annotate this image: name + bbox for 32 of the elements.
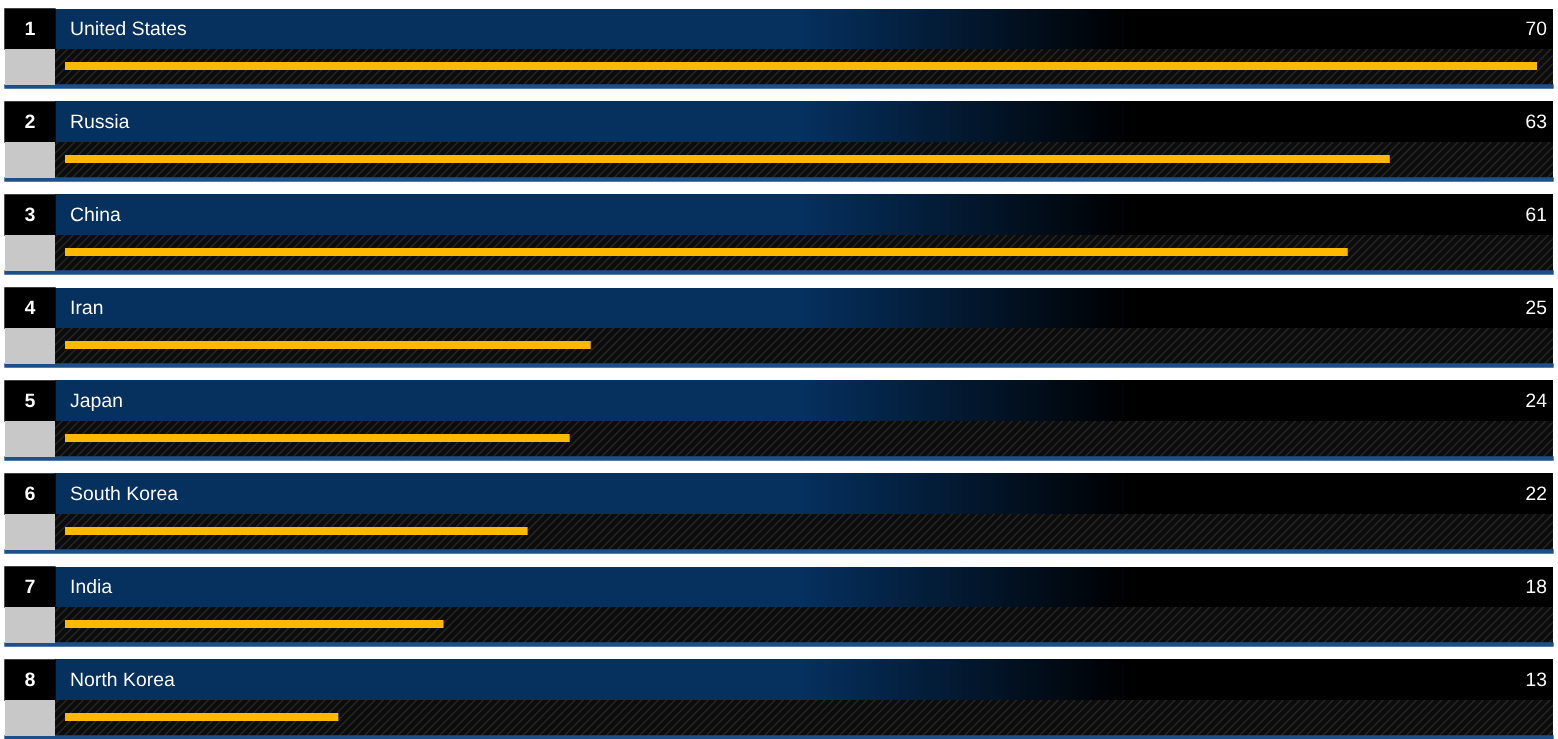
data-label: 18 [1526, 579, 1547, 594]
bar [65, 434, 570, 442]
text: 5 [25, 393, 35, 408]
bar [65, 62, 1537, 70]
data-label: 25 [1526, 300, 1547, 315]
text: 1 [25, 21, 35, 36]
y-tick-label: India [71, 578, 113, 594]
text: 2 [25, 114, 35, 129]
bar [65, 527, 528, 535]
y-tick-label: South Korea [70, 485, 179, 501]
text: 8 [25, 672, 35, 687]
y-tick-label: North Korea [71, 671, 175, 687]
data-label: 61 [1526, 207, 1547, 222]
bar [65, 620, 444, 628]
bar [65, 155, 1390, 163]
data-label: 63 [1526, 114, 1547, 129]
y-tick-label: Iran [71, 300, 103, 315]
text: 7 [25, 579, 35, 594]
data-label: 24 [1526, 393, 1547, 408]
bar [65, 248, 1348, 256]
y-tick-label: Japan [70, 393, 122, 412]
bar [65, 341, 591, 349]
data-label: 22 [1526, 486, 1547, 501]
data-label: 13 [1526, 672, 1547, 687]
text: 4 [24, 300, 36, 315]
y-tick-label: United States [71, 20, 187, 36]
bar [65, 713, 339, 721]
y-tick-label: Russia [71, 113, 130, 129]
text: 3 [25, 207, 35, 222]
text: 6 [25, 486, 35, 501]
data-label: 70 [1526, 21, 1547, 36]
y-tick-label: China [70, 206, 121, 222]
